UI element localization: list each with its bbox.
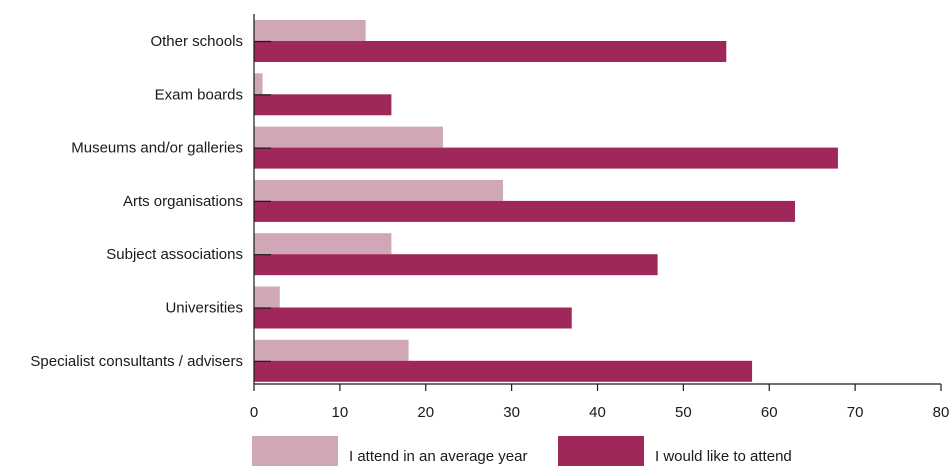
category-label: Subject associations [106, 246, 243, 263]
bar-attend-4 [254, 179, 504, 201]
legend-label: I attend in an average year [349, 448, 527, 465]
x-tick-label: 30 [503, 404, 520, 421]
bar-attend-6 [254, 286, 280, 308]
bar-attend-5 [254, 233, 392, 255]
x-tick-label: 80 [933, 404, 950, 421]
legend-swatch [558, 436, 644, 466]
bar-would-like-7 [254, 360, 753, 382]
category-label: Arts organisations [123, 193, 243, 210]
bar-would-like-2 [254, 94, 392, 116]
bar-would-like-3 [254, 147, 838, 169]
x-tick-label: 50 [675, 404, 692, 421]
bar-would-like-1 [254, 41, 727, 62]
x-axis-ticks: 0 10 20 30 40 50 60 70 80 [250, 384, 950, 421]
category-label: Specialist consultants / advisers [30, 353, 243, 370]
category-label: Museums and/or galleries [71, 140, 243, 157]
bars-group [254, 20, 838, 382]
bar-attend-1 [254, 20, 366, 41]
category-label: Universities [165, 300, 243, 317]
category-label: Exam boards [155, 86, 243, 103]
x-tick-label: 10 [332, 404, 349, 421]
x-tick-label: 20 [417, 404, 434, 421]
bar-would-like-6 [254, 307, 572, 329]
legend: I attend in an average year I would like … [252, 436, 792, 466]
legend-label: I would like to attend [655, 448, 792, 465]
x-tick-label: 40 [589, 404, 606, 421]
x-tick-label: 70 [847, 404, 864, 421]
x-tick-label: 0 [250, 404, 258, 421]
legend-swatch [252, 436, 338, 466]
bar-would-like-5 [254, 254, 658, 276]
bar-attend-2 [254, 73, 263, 95]
bar-attend-3 [254, 126, 443, 148]
x-tick-label: 60 [761, 404, 778, 421]
bar-would-like-4 [254, 200, 796, 222]
bar-attend-7 [254, 339, 409, 361]
category-labels: Other schools Exam boards Museums and/or g… [30, 33, 243, 370]
category-label: Other schools [150, 33, 243, 50]
